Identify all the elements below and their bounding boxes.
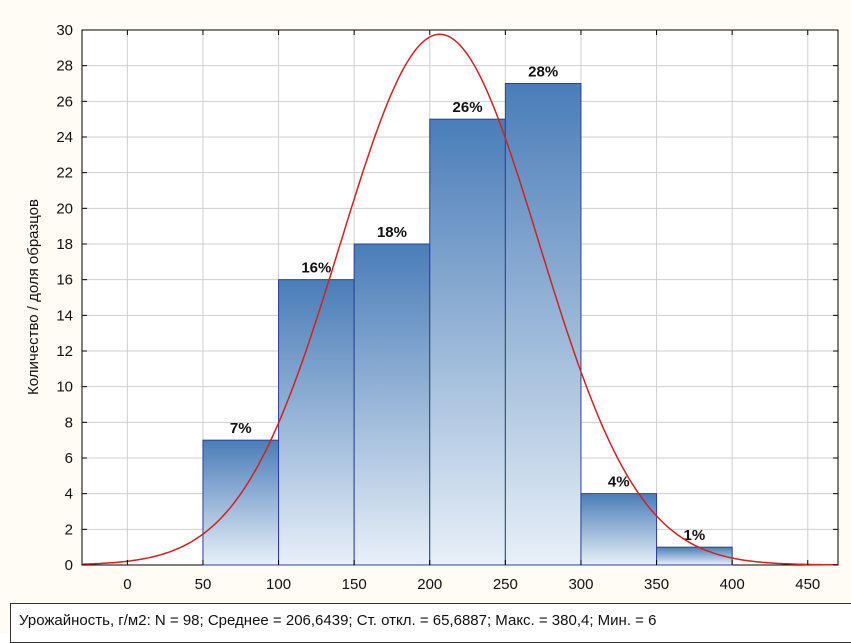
bar-value-label: 28% — [528, 64, 558, 81]
bar-value-label: 26% — [453, 99, 483, 116]
histogram-bars — [202, 83, 733, 566]
y-tick-label: 24 — [56, 129, 73, 146]
y-tick-label: 6 — [65, 450, 73, 467]
x-tick-label: 250 — [493, 576, 518, 593]
y-tick-label: 0 — [65, 557, 73, 574]
stats-summary: Урожайность, г/м2: N = 98; Среднее = 206… — [10, 603, 851, 643]
x-tick-label: 0 — [123, 576, 131, 593]
x-tick-label: 400 — [720, 576, 745, 593]
axis-ticks — [82, 29, 838, 566]
bar-value-label: 1% — [684, 527, 706, 544]
y-tick-label: 10 — [56, 379, 73, 396]
y-tick-label: 14 — [56, 307, 73, 324]
y-tick-label: 30 — [56, 22, 73, 39]
histogram-bar — [353, 243, 431, 566]
y-tick-label: 4 — [65, 486, 73, 503]
bar-value-label: 18% — [377, 224, 407, 241]
y-tick-label: 2 — [65, 521, 73, 538]
histogram-bar — [202, 439, 280, 566]
histogram-bar — [278, 279, 355, 566]
bar-value-label: 4% — [608, 474, 630, 491]
y-tick-label: 12 — [56, 343, 73, 360]
y-tick-label: 26 — [56, 93, 73, 110]
y-tick-label: 22 — [56, 165, 73, 182]
x-tick-label: 200 — [417, 576, 442, 593]
bar-value-label: 16% — [301, 260, 331, 277]
x-tick-label: 50 — [195, 576, 212, 593]
bar-labels: 7% 16% 18% 26% 28% 4% 1% — [230, 64, 705, 545]
y-tick-label: 16 — [56, 272, 73, 289]
x-tick-label: 150 — [342, 576, 367, 593]
y-tick-label: 20 — [56, 200, 73, 217]
histogram-bar — [504, 83, 582, 566]
x-tick-label: 450 — [795, 576, 820, 593]
x-tick-label: 100 — [266, 576, 291, 593]
y-tick-label: 18 — [56, 236, 73, 253]
y-axis-label: Количество / доля образцов — [25, 199, 42, 395]
y-tick-label: 28 — [56, 58, 73, 75]
x-tick-labels: 0 50 100 150 200 250 300 350 400 450 — [123, 576, 820, 593]
normal-curve — [81, 33, 838, 566]
x-tick-label: 300 — [568, 576, 593, 593]
histogram-bar — [656, 546, 733, 566]
x-tick-label: 350 — [644, 576, 669, 593]
histogram-bar — [429, 118, 506, 566]
y-tick-label: 8 — [65, 414, 73, 431]
bar-value-label: 7% — [230, 420, 252, 437]
histogram-bar — [580, 493, 658, 566]
